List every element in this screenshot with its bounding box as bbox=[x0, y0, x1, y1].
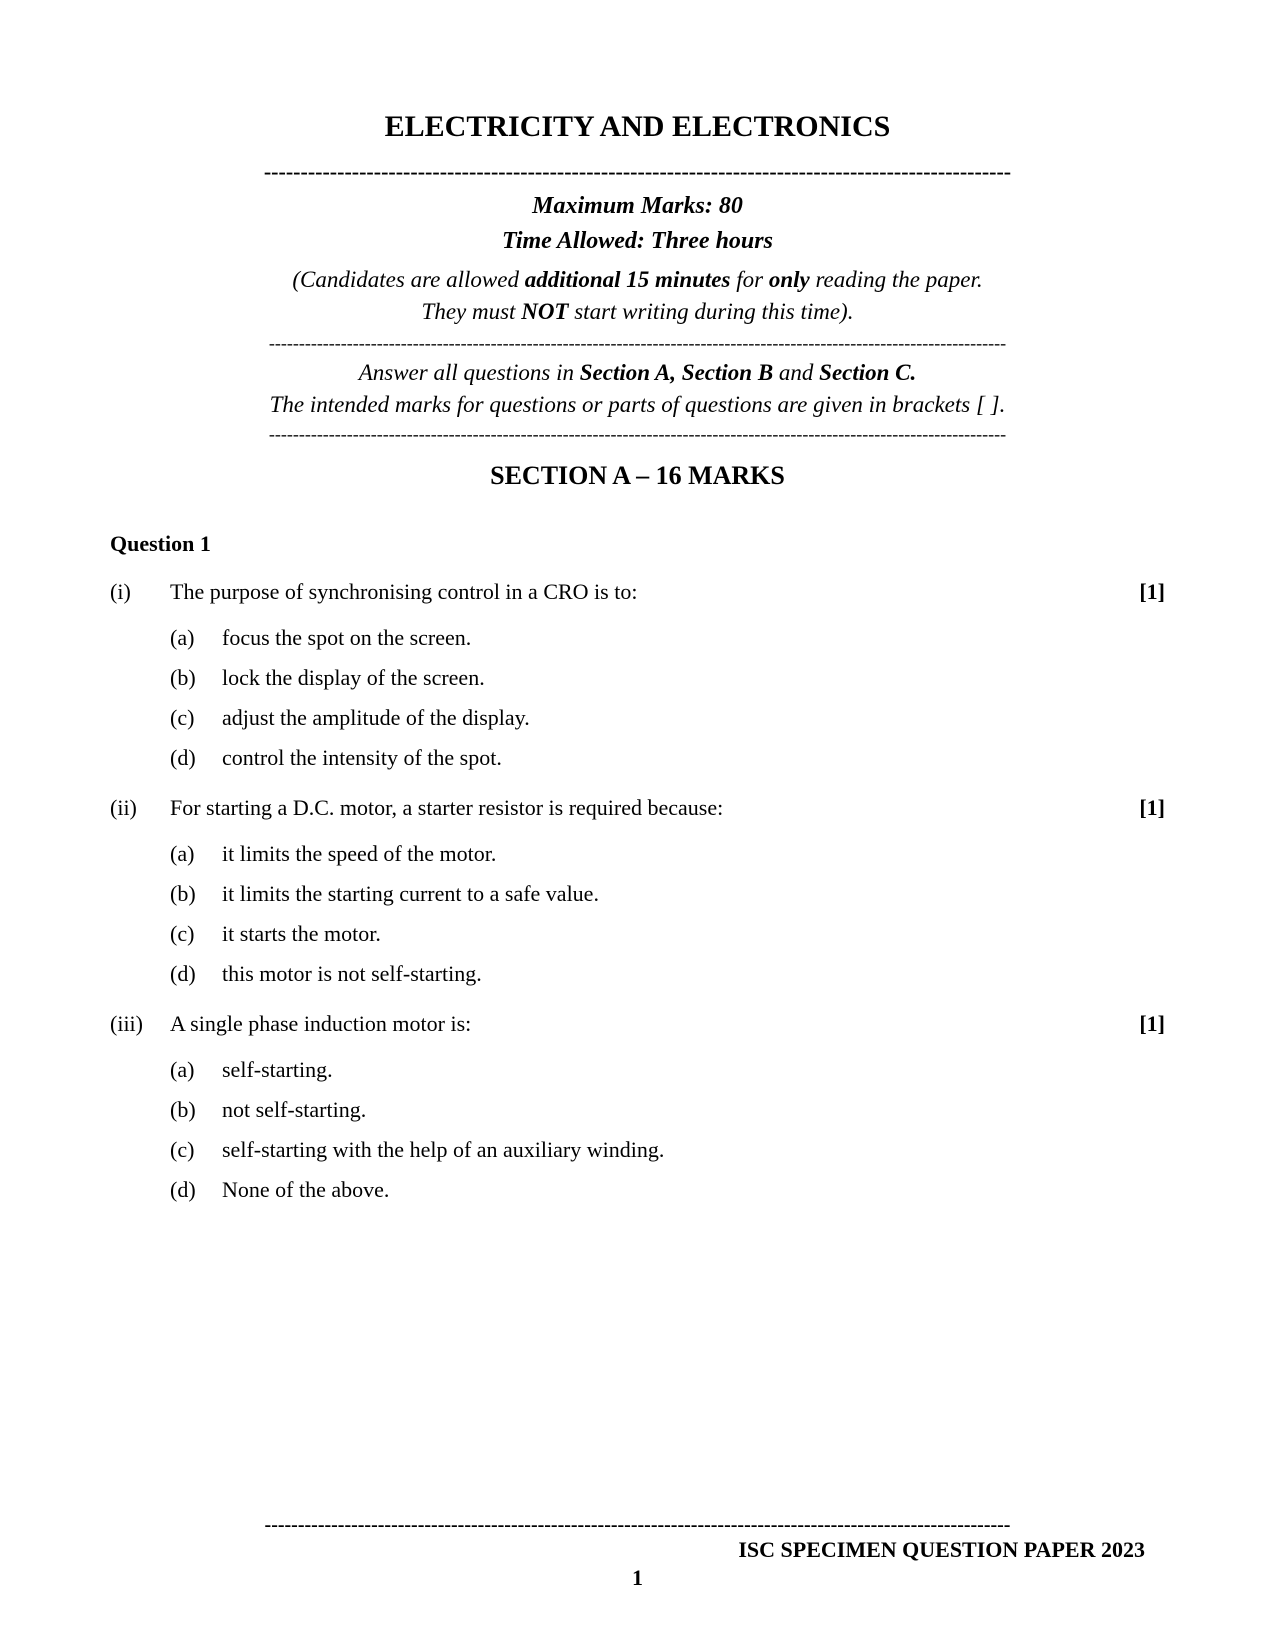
divider-thin-2: ----------------------------------------… bbox=[110, 424, 1165, 445]
option-row: (b)not self-starting. bbox=[110, 1097, 1165, 1123]
option-text: this motor is not self-starting. bbox=[222, 961, 1165, 987]
instruction-line-1: (Candidates are allowed additional 15 mi… bbox=[110, 267, 1165, 293]
instr2-bold: NOT bbox=[521, 299, 568, 324]
option-row: (a)focus the spot on the screen. bbox=[110, 625, 1165, 651]
answer-all-pre: Answer all questions in bbox=[359, 360, 580, 385]
option-text: focus the spot on the screen. bbox=[222, 625, 1165, 651]
document-title: ELECTRICITY AND ELECTRONICS bbox=[110, 110, 1165, 144]
instr1-pre: (Candidates are allowed bbox=[292, 267, 524, 292]
footer-divider: ----------------------------------------… bbox=[110, 1514, 1165, 1537]
option-row: (a)it limits the speed of the motor. bbox=[110, 841, 1165, 867]
answer-all-line: Answer all questions in Section A, Secti… bbox=[110, 360, 1165, 386]
option-row: (b)lock the display of the screen. bbox=[110, 665, 1165, 691]
instr2-pre: They must bbox=[422, 299, 522, 324]
instruction-line-2: They must NOT start writing during this … bbox=[110, 299, 1165, 325]
option-label: (a) bbox=[170, 841, 222, 867]
question-text: The purpose of synchronising control in … bbox=[170, 579, 1115, 605]
option-text: not self-starting. bbox=[222, 1097, 1165, 1123]
divider-thick-1: ----------------------------------------… bbox=[110, 159, 1165, 185]
question-row: (ii)For starting a D.C. motor, a starter… bbox=[110, 795, 1165, 821]
option-label: (a) bbox=[170, 1057, 222, 1083]
section-header: SECTION A – 16 MARKS bbox=[110, 461, 1165, 491]
option-label: (d) bbox=[170, 745, 222, 771]
option-label: (c) bbox=[170, 1137, 222, 1163]
option-row: (c)it starts the motor. bbox=[110, 921, 1165, 947]
question-marks: [1] bbox=[1115, 1011, 1165, 1037]
question-text: A single phase induction motor is: bbox=[170, 1011, 1115, 1037]
option-text: self-starting. bbox=[222, 1057, 1165, 1083]
question-row: (i)The purpose of synchronising control … bbox=[110, 579, 1165, 605]
time-allowed: Time Allowed: Three hours bbox=[110, 228, 1165, 255]
question-row: (iii)A single phase induction motor is:[… bbox=[110, 1011, 1165, 1037]
question-text: For starting a D.C. motor, a starter res… bbox=[170, 795, 1115, 821]
instr1-post: reading the paper. bbox=[810, 267, 983, 292]
option-row: (a)self-starting. bbox=[110, 1057, 1165, 1083]
sub-question: (iii)A single phase induction motor is:[… bbox=[110, 1011, 1165, 1203]
question-number: (iii) bbox=[110, 1011, 170, 1037]
intended-marks-line: The intended marks for questions or part… bbox=[110, 392, 1165, 418]
option-label: (c) bbox=[170, 705, 222, 731]
instr1-bold1: additional 15 minutes bbox=[525, 267, 731, 292]
option-row: (d)this motor is not self-starting. bbox=[110, 961, 1165, 987]
question-marks: [1] bbox=[1115, 579, 1165, 605]
questions-container: (i)The purpose of synchronising control … bbox=[110, 579, 1165, 1203]
option-text: it limits the starting current to a safe… bbox=[222, 881, 1165, 907]
option-label: (b) bbox=[170, 1097, 222, 1123]
question-label: Question 1 bbox=[110, 531, 1165, 557]
option-text: it starts the motor. bbox=[222, 921, 1165, 947]
footer-area: ----------------------------------------… bbox=[110, 1504, 1165, 1591]
option-label: (d) bbox=[170, 1177, 222, 1203]
option-label: (d) bbox=[170, 961, 222, 987]
sub-question: (ii)For starting a D.C. motor, a starter… bbox=[110, 795, 1165, 987]
max-marks: Maximum Marks: 80 bbox=[110, 193, 1165, 220]
option-row: (d)control the intensity of the spot. bbox=[110, 745, 1165, 771]
question-marks: [1] bbox=[1115, 795, 1165, 821]
divider-thin-1: ----------------------------------------… bbox=[110, 333, 1165, 354]
option-text: self-starting with the help of an auxili… bbox=[222, 1137, 1165, 1163]
option-row: (c)adjust the amplitude of the display. bbox=[110, 705, 1165, 731]
option-text: None of the above. bbox=[222, 1177, 1165, 1203]
footer-text: ISC SPECIMEN QUESTION PAPER 2023 bbox=[110, 1537, 1165, 1563]
option-label: (c) bbox=[170, 921, 222, 947]
answer-all-bold1: Section A, Section B bbox=[580, 360, 773, 385]
instr2-post: start writing during this time). bbox=[568, 299, 853, 324]
page-number: 1 bbox=[110, 1565, 1165, 1591]
option-row: (b)it limits the starting current to a s… bbox=[110, 881, 1165, 907]
question-number: (ii) bbox=[110, 795, 170, 821]
option-label: (b) bbox=[170, 665, 222, 691]
option-row: (d)None of the above. bbox=[110, 1177, 1165, 1203]
answer-all-bold2: Section C. bbox=[819, 360, 916, 385]
instr1-bold2: only bbox=[769, 267, 810, 292]
answer-all-mid: and bbox=[773, 360, 819, 385]
sub-question: (i)The purpose of synchronising control … bbox=[110, 579, 1165, 771]
option-row: (c)self-starting with the help of an aux… bbox=[110, 1137, 1165, 1163]
option-text: adjust the amplitude of the display. bbox=[222, 705, 1165, 731]
option-text: lock the display of the screen. bbox=[222, 665, 1165, 691]
option-label: (a) bbox=[170, 625, 222, 651]
instr1-mid: for bbox=[730, 267, 768, 292]
question-number: (i) bbox=[110, 579, 170, 605]
option-label: (b) bbox=[170, 881, 222, 907]
option-text: control the intensity of the spot. bbox=[222, 745, 1165, 771]
option-text: it limits the speed of the motor. bbox=[222, 841, 1165, 867]
